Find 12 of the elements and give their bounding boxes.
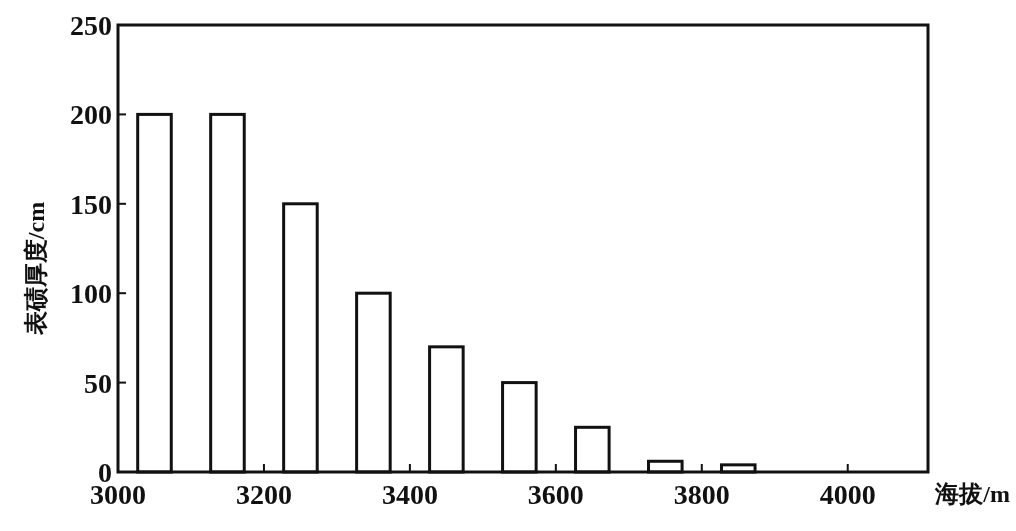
y-axis-title: 表碛厚度/cm xyxy=(23,201,49,337)
y-tick-label: 200 xyxy=(70,99,112,131)
x-tick-label: 3200 xyxy=(235,479,292,510)
y-tick-label: 150 xyxy=(70,188,112,220)
y-tick-label: 100 xyxy=(70,278,112,310)
x-tick-label: 3800 xyxy=(673,479,730,510)
y-tick-label: 250 xyxy=(70,10,112,41)
x-tick-label: 3400 xyxy=(381,479,438,510)
x-tick-label: 3600 xyxy=(527,479,584,510)
y-tick-label: 50 xyxy=(84,367,112,399)
x-tick-label: 4000 xyxy=(819,479,876,510)
x-axis-title: 海拔/m xyxy=(934,481,1010,507)
